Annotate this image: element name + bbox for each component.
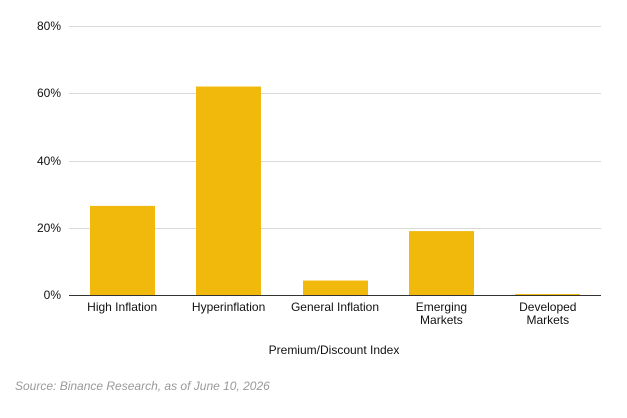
y-tick-label: 40% [37, 154, 61, 168]
y-tick-label: 20% [37, 221, 61, 235]
source-note: Source: Binance Research, as of June 10,… [15, 379, 270, 393]
bar-general-inflation [303, 280, 368, 295]
x-tick-label: Hyperinflation [192, 300, 265, 314]
bars [90, 86, 580, 296]
bar-high-inflation [90, 205, 155, 295]
x-tick-label: High Inflation [87, 300, 157, 314]
x-tick-label: General Inflation [291, 300, 379, 314]
bar-hyperinflation [196, 86, 261, 296]
y-tick-label: 60% [37, 86, 61, 100]
x-tick-label: Emerging Markets [416, 300, 467, 327]
x-axis-tick-labels: High Inflation Hyperinflation General Infl… [87, 300, 576, 327]
bar-emerging-markets [409, 231, 474, 295]
gridlines [69, 26, 601, 229]
x-axis-title: Premium/Discount Index [269, 343, 400, 357]
x-tick-label: Developed Markets [519, 300, 576, 327]
bar-developed-markets [515, 293, 580, 295]
y-axis-tick-labels: 0% 20% 40% 60% 80% [37, 19, 61, 302]
y-tick-label: 80% [37, 19, 61, 33]
y-tick-label: 0% [44, 288, 62, 302]
